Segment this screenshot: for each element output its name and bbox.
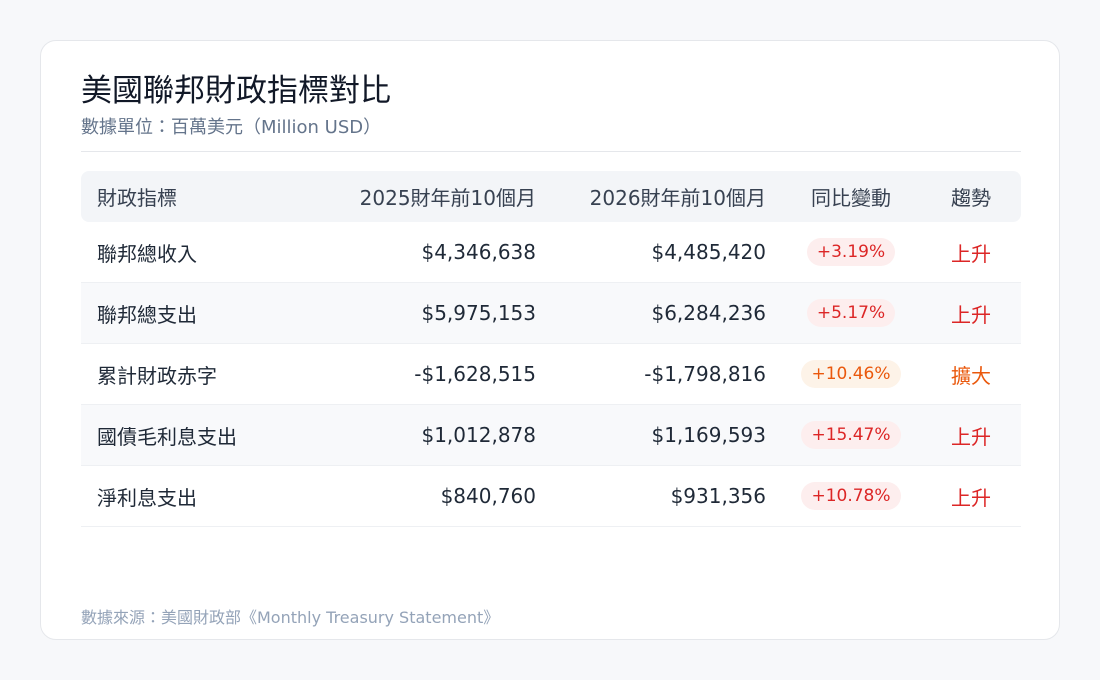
table-row: 聯邦總支出 $5,975,153 $6,284,236 +5.17% 上升	[81, 283, 1021, 344]
change-badge: +15.47%	[801, 421, 901, 449]
change-cell: +5.17%	[766, 299, 936, 327]
metric-name: 累計財政赤字	[97, 363, 217, 388]
metric-name: 聯邦總支出	[97, 302, 197, 327]
divider	[81, 151, 1021, 152]
trend-cell: 上升	[951, 302, 991, 327]
column-header: 同比變動	[811, 186, 891, 210]
value-cell: $4,346,638	[421, 240, 536, 264]
metric-name: 淨利息支出	[97, 485, 197, 510]
value-cell: -$1,628,515	[414, 362, 536, 386]
trend-cell: 上升	[951, 485, 991, 510]
source-note: 數據來源：美國財政部《Monthly Treasury Statement》	[81, 608, 500, 627]
trend-cell: 上升	[951, 241, 991, 266]
metric-name: 國債毛利息支出	[97, 424, 237, 449]
value-cell: $840,760	[440, 484, 536, 508]
change-badge: +10.46%	[801, 360, 901, 388]
column-header: 趨勢	[951, 186, 991, 210]
trend-cell: 擴大	[951, 363, 991, 388]
value-cell: $1,169,593	[651, 423, 766, 447]
value-cell: $4,485,420	[651, 240, 766, 264]
change-cell: +15.47%	[766, 421, 936, 449]
change-cell: +10.78%	[766, 482, 936, 510]
table-row: 淨利息支出 $840,760 $931,356 +10.78% 上升	[81, 466, 1021, 527]
value-cell: $931,356	[670, 484, 766, 508]
title: 美國聯邦財政指標對比	[81, 73, 391, 109]
card: 美國聯邦財政指標對比 數據單位：百萬美元（Million USD） 財政指標 20…	[40, 40, 1060, 640]
column-header: 2025財年前10個月	[359, 186, 536, 210]
trend-cell: 上升	[951, 424, 991, 449]
table: 財政指標 2025財年前10個月 2026財年前10個月 同比變動 趨勢聯邦總收入 $4,…	[81, 171, 1021, 527]
metric-name: 聯邦總收入	[97, 241, 197, 266]
table-row: 累計財政赤字 -$1,628,515 -$1,798,816 +10.46% 擴大	[81, 344, 1021, 405]
subtitle: 數據單位：百萬美元（Million USD）	[81, 117, 382, 138]
change-cell: +3.19%	[766, 238, 936, 266]
value-cell: -$1,798,816	[644, 362, 766, 386]
change-badge: +10.78%	[801, 482, 901, 510]
table-row: 國債毛利息支出 $1,012,878 $1,169,593 +15.47% 上升	[81, 405, 1021, 466]
column-header: 2026財年前10個月	[589, 186, 766, 210]
change-badge: +3.19%	[806, 238, 896, 266]
value-cell: $1,012,878	[421, 423, 536, 447]
value-cell: $6,284,236	[651, 301, 766, 325]
header-row: 財政指標 2025財年前10個月 2026財年前10個月 同比變動 趨勢	[81, 171, 1021, 222]
column-header: 財政指標	[97, 186, 177, 210]
change-cell: +10.46%	[766, 360, 936, 388]
value-cell: $5,975,153	[421, 301, 536, 325]
change-badge: +5.17%	[806, 299, 896, 327]
table-row: 聯邦總收入 $4,346,638 $4,485,420 +3.19% 上升	[81, 222, 1021, 283]
